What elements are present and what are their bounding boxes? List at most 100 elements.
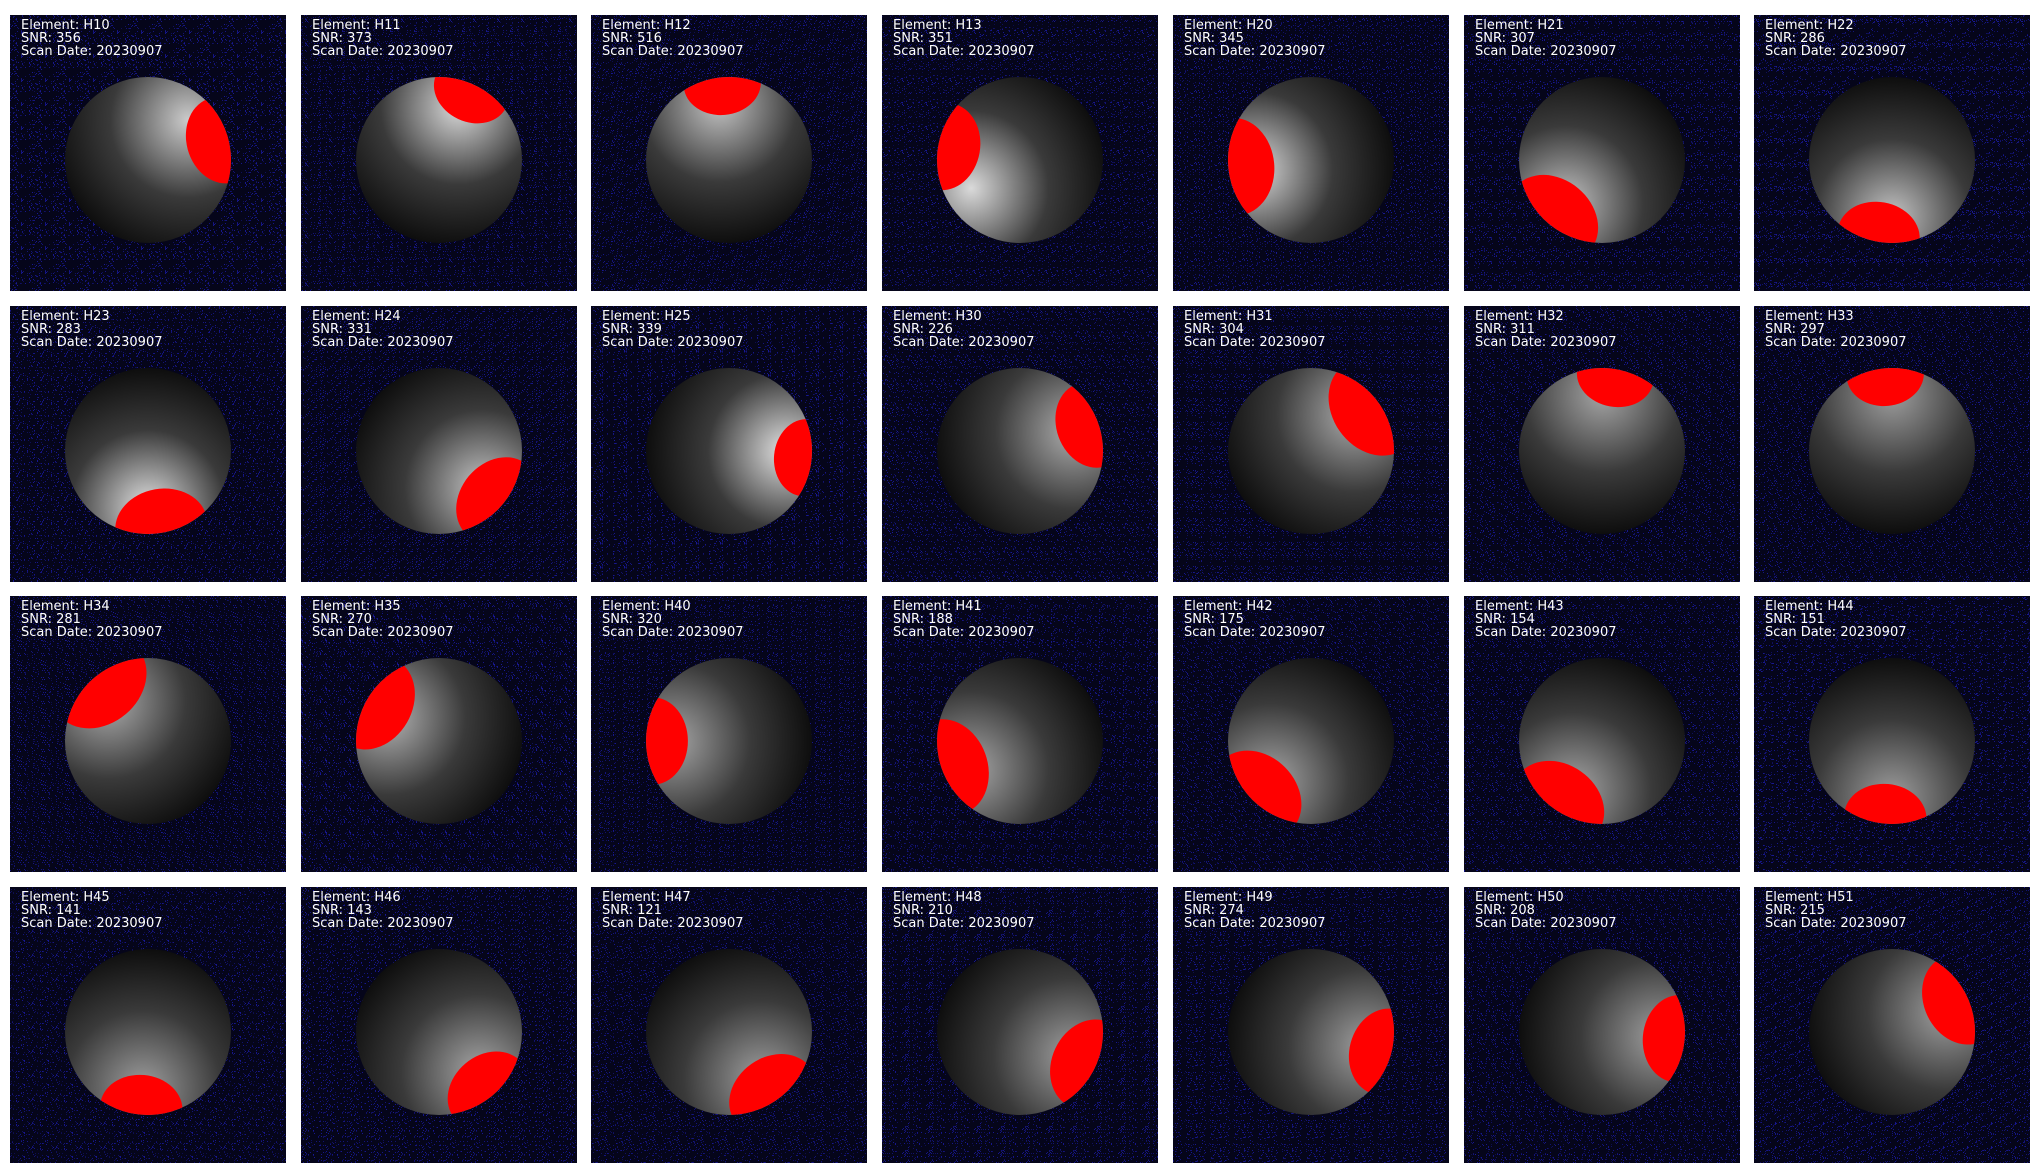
snr-label: SNR: 175 bbox=[1184, 612, 1244, 627]
highlight-region bbox=[1576, 368, 1654, 408]
highlight-region bbox=[1846, 368, 1924, 407]
tile-labels: Element: H41 SNR: 188 Scan Date: 20230907 bbox=[893, 600, 1035, 639]
scan-tile: Element: H49 SNR: 274 Scan Date: 20230907 bbox=[1173, 887, 1449, 1163]
scan-date-label: Scan Date: 20230907 bbox=[1765, 44, 1907, 59]
snr-label: SNR: 307 bbox=[1475, 31, 1535, 46]
snr-label: SNR: 215 bbox=[1765, 903, 1825, 918]
snr-label: SNR: 351 bbox=[893, 31, 953, 46]
element-label: Element: H11 bbox=[312, 18, 401, 33]
scan-date-label: Scan Date: 20230907 bbox=[312, 916, 454, 931]
highlight-region bbox=[1228, 117, 1275, 216]
sample-disc bbox=[1519, 949, 1685, 1115]
highlight-region bbox=[1642, 995, 1685, 1083]
tile-labels: Element: H24 SNR: 331 Scan Date: 20230907 bbox=[312, 310, 454, 349]
element-label: Element: H47 bbox=[602, 890, 691, 905]
tile-labels: Element: H43 SNR: 154 Scan Date: 20230907 bbox=[1475, 600, 1617, 639]
snr-label: SNR: 151 bbox=[1765, 612, 1825, 627]
scan-image bbox=[1464, 596, 1740, 872]
sample-disc bbox=[1809, 658, 1975, 824]
scan-tile: Element: H31 SNR: 304 Scan Date: 20230907 bbox=[1173, 306, 1449, 582]
scan-image bbox=[1754, 596, 2030, 872]
snr-label: SNR: 143 bbox=[312, 903, 372, 918]
element-label: Element: H34 bbox=[21, 599, 110, 614]
sample-disc bbox=[937, 77, 1103, 243]
scan-image bbox=[882, 306, 1158, 582]
highlight-region bbox=[773, 419, 812, 497]
element-label: Element: H46 bbox=[312, 890, 401, 905]
highlight-region bbox=[1348, 1008, 1394, 1095]
element-label: Element: H33 bbox=[1765, 309, 1854, 324]
tile-labels: Element: H51 SNR: 215 Scan Date: 20230907 bbox=[1765, 891, 1907, 930]
highlight-region bbox=[115, 488, 208, 534]
scan-tile: Element: H23 SNR: 283 Scan Date: 20230907 bbox=[10, 306, 286, 582]
snr-label: SNR: 154 bbox=[1475, 612, 1535, 627]
element-label: Element: H43 bbox=[1475, 599, 1564, 614]
highlight-region bbox=[646, 697, 688, 785]
scan-image bbox=[301, 596, 577, 872]
scan-tile: Element: H45 SNR: 141 Scan Date: 20230907 bbox=[10, 887, 286, 1163]
sample-disc bbox=[65, 368, 231, 534]
scan-image bbox=[591, 887, 867, 1163]
scan-image bbox=[882, 596, 1158, 872]
scan-image bbox=[10, 887, 286, 1163]
tile-labels: Element: H45 SNR: 141 Scan Date: 20230907 bbox=[21, 891, 163, 930]
element-label: Element: H50 bbox=[1475, 890, 1564, 905]
element-label: Element: H40 bbox=[602, 599, 691, 614]
scan-date-label: Scan Date: 20230907 bbox=[1475, 625, 1617, 640]
scan-tile: Element: H51 SNR: 215 Scan Date: 20230907 bbox=[1754, 887, 2030, 1163]
tile-labels: Element: H12 SNR: 516 Scan Date: 20230907 bbox=[602, 19, 744, 58]
scan-date-label: Scan Date: 20230907 bbox=[893, 916, 1035, 931]
scan-tile: Element: H20 SNR: 345 Scan Date: 20230907 bbox=[1173, 15, 1449, 291]
snr-label: SNR: 281 bbox=[21, 612, 81, 627]
element-label: Element: H42 bbox=[1184, 599, 1273, 614]
scan-tile: Element: H24 SNR: 331 Scan Date: 20230907 bbox=[301, 306, 577, 582]
snr-label: SNR: 210 bbox=[893, 903, 953, 918]
scan-image bbox=[10, 306, 286, 582]
element-label: Element: H31 bbox=[1184, 309, 1273, 324]
scan-image bbox=[1754, 887, 2030, 1163]
scan-image bbox=[301, 887, 577, 1163]
scan-image bbox=[1173, 887, 1449, 1163]
highlight-region bbox=[1922, 954, 1975, 1045]
tile-labels: Element: H31 SNR: 304 Scan Date: 20230907 bbox=[1184, 310, 1326, 349]
element-label: Element: H20 bbox=[1184, 18, 1273, 33]
tile-labels: Element: H13 SNR: 351 Scan Date: 20230907 bbox=[893, 19, 1035, 58]
scan-date-label: Scan Date: 20230907 bbox=[312, 44, 454, 59]
tile-labels: Element: H20 SNR: 345 Scan Date: 20230907 bbox=[1184, 19, 1326, 58]
scan-tile: Element: H48 SNR: 210 Scan Date: 20230907 bbox=[882, 887, 1158, 1163]
element-label: Element: H23 bbox=[21, 309, 110, 324]
snr-label: SNR: 274 bbox=[1184, 903, 1244, 918]
scan-tile: Element: H46 SNR: 143 Scan Date: 20230907 bbox=[301, 887, 577, 1163]
element-label: Element: H13 bbox=[893, 18, 982, 33]
highlight-region bbox=[1844, 783, 1927, 824]
snr-label: SNR: 188 bbox=[893, 612, 953, 627]
scan-tile: Element: H30 SNR: 226 Scan Date: 20230907 bbox=[882, 306, 1158, 582]
scan-tile: Element: H10 SNR: 356 Scan Date: 20230907 bbox=[10, 15, 286, 291]
highlight-region bbox=[1837, 201, 1920, 243]
snr-label: SNR: 516 bbox=[602, 31, 662, 46]
snr-label: SNR: 311 bbox=[1475, 322, 1535, 337]
sample-disc bbox=[646, 368, 812, 534]
scan-date-label: Scan Date: 20230907 bbox=[602, 916, 744, 931]
scan-tile: Element: H13 SNR: 351 Scan Date: 20230907 bbox=[882, 15, 1158, 291]
tile-labels: Element: H49 SNR: 274 Scan Date: 20230907 bbox=[1184, 891, 1326, 930]
snr-label: SNR: 339 bbox=[602, 322, 662, 337]
scan-date-label: Scan Date: 20230907 bbox=[21, 916, 163, 931]
snr-label: SNR: 320 bbox=[602, 612, 662, 627]
scan-tile: Element: H21 SNR: 307 Scan Date: 20230907 bbox=[1464, 15, 1740, 291]
scan-tile: Element: H35 SNR: 270 Scan Date: 20230907 bbox=[301, 596, 577, 872]
scan-date-label: Scan Date: 20230907 bbox=[602, 335, 744, 350]
scan-image bbox=[10, 15, 286, 291]
tile-labels: Element: H11 SNR: 373 Scan Date: 20230907 bbox=[312, 19, 454, 58]
element-label: Element: H24 bbox=[312, 309, 401, 324]
scan-date-label: Scan Date: 20230907 bbox=[1475, 335, 1617, 350]
tile-labels: Element: H40 SNR: 320 Scan Date: 20230907 bbox=[602, 600, 744, 639]
scan-date-label: Scan Date: 20230907 bbox=[1184, 916, 1326, 931]
element-label: Element: H44 bbox=[1765, 599, 1854, 614]
snr-label: SNR: 141 bbox=[21, 903, 81, 918]
element-label: Element: H32 bbox=[1475, 309, 1564, 324]
scan-date-label: Scan Date: 20230907 bbox=[21, 625, 163, 640]
highlight-region bbox=[1328, 368, 1394, 456]
scan-image bbox=[301, 15, 577, 291]
tile-labels: Element: H35 SNR: 270 Scan Date: 20230907 bbox=[312, 600, 454, 639]
